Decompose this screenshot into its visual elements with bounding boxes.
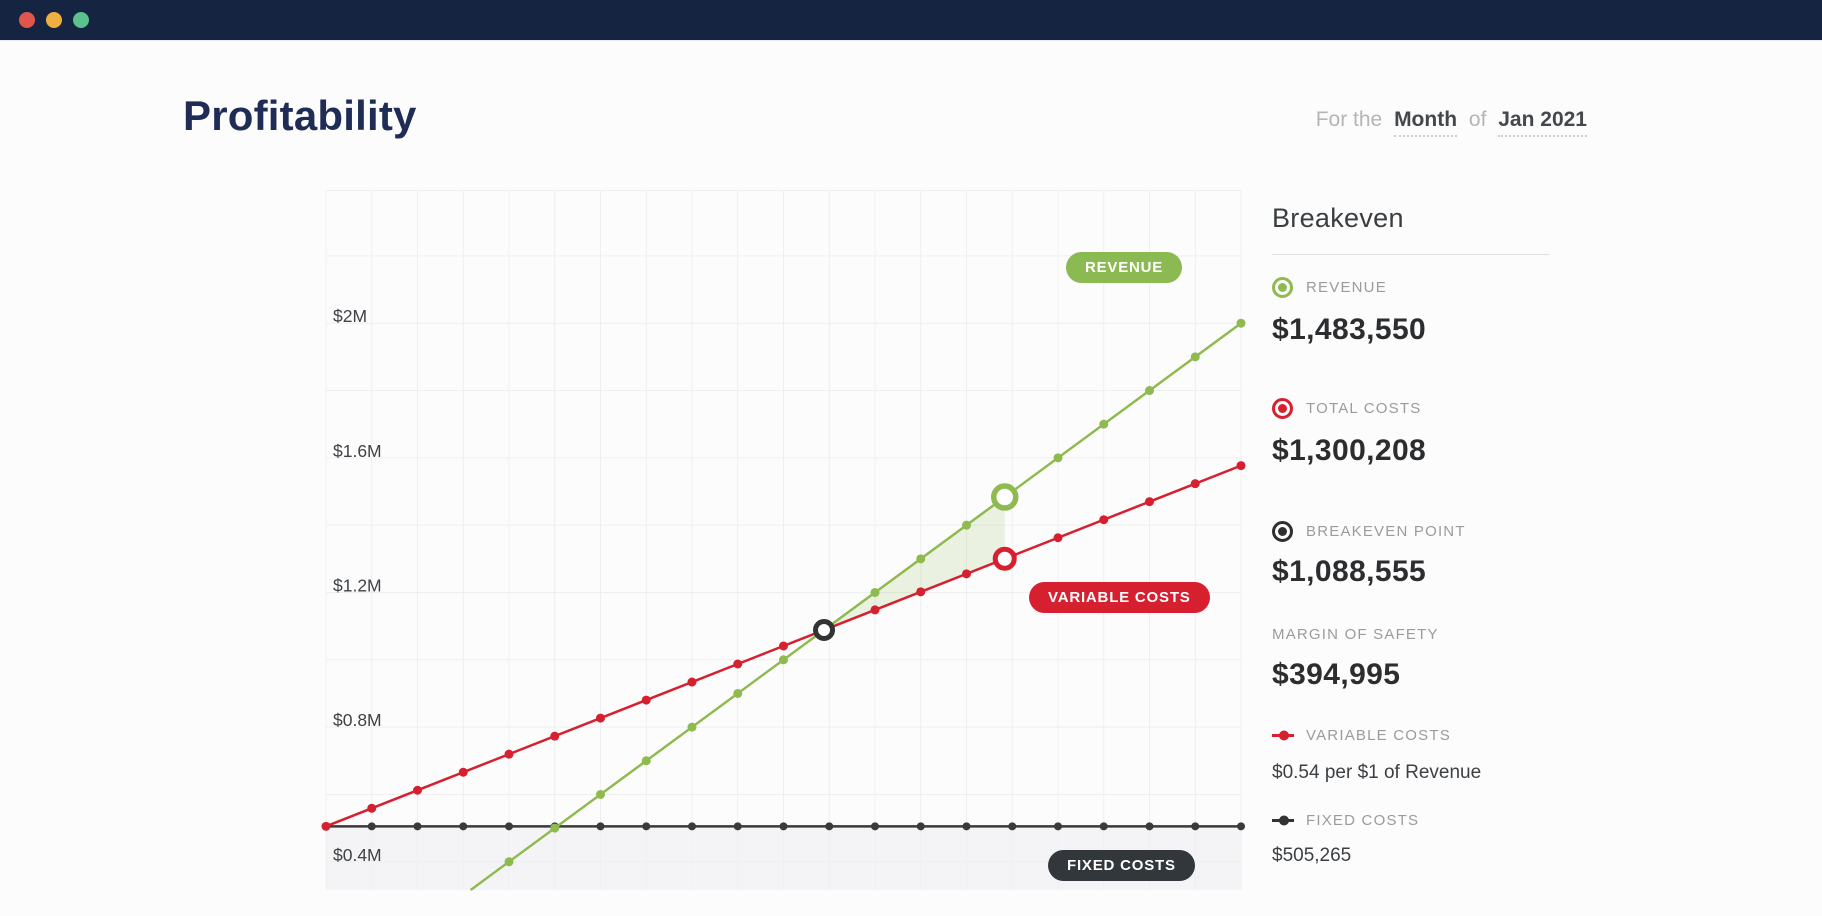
metric-label: MARGIN OF SAFETY — [1272, 626, 1439, 643]
metric-fixed-costs: FIXED COSTS — [1272, 810, 1550, 831]
y-axis-tick-label: $0.4M — [333, 845, 382, 865]
margin-of-safety-value: $394,995 — [1272, 658, 1401, 691]
metric-label: TOTAL COSTS — [1306, 400, 1422, 417]
revenue-value: $1,483,550 — [1272, 313, 1427, 346]
metric-revenue: REVENUE — [1272, 277, 1550, 298]
period-type-dropdown[interactable]: Month — [1394, 108, 1458, 137]
sidebar-divider — [1272, 254, 1550, 255]
window-title-bar — [0, 0, 1822, 41]
y-axis-tick-label: $2M — [333, 306, 367, 326]
page-title: Profitability — [183, 92, 417, 139]
variable-costs-rate-value: $0.54 per $1 of Revenue — [1272, 762, 1482, 783]
metric-variable-costs: VARIABLE COSTS — [1272, 725, 1550, 746]
period-connector-label: of — [1468, 108, 1487, 131]
metric-margin-of-safety: MARGIN OF SAFETY — [1272, 624, 1550, 645]
period-prefix-label: For the — [1315, 108, 1383, 131]
y-axis-tick-label: $0.8M — [333, 710, 382, 730]
metric-breakeven-point: BREAKEVEN POINT — [1272, 521, 1550, 542]
y-axis-tick-label: $1.2M — [333, 575, 382, 595]
period-value-dropdown[interactable]: Jan 2021 — [1498, 108, 1587, 137]
costs-dot-icon — [1272, 398, 1294, 419]
breakeven-point-marker — [813, 618, 836, 641]
line-dot-icon — [1272, 810, 1294, 831]
breakeven-chart: $2M $1.6M $1.2M $0.8M $0.4M — [321, 190, 1246, 892]
zoom-circle-icon[interactable] — [73, 12, 89, 28]
metric-label: VARIABLE COSTS — [1306, 727, 1451, 744]
current-revenue-marker — [990, 483, 1019, 511]
revenue-dot-icon — [1272, 277, 1294, 298]
fixed-costs-line-label-pill: FIXED COSTS — [1048, 850, 1195, 881]
period-selector: For the Month of Jan 2021 — [1315, 108, 1593, 137]
line-dot-icon — [1272, 725, 1294, 746]
breakeven-point-value: $1,088,555 — [1272, 555, 1427, 588]
y-axis-tick-label: $1.6M — [333, 441, 382, 461]
fixed-costs-value: $505,265 — [1272, 845, 1352, 866]
variable-costs-line-label-pill: VARIABLE COSTS — [1029, 582, 1210, 613]
sidebar-title: Breakeven — [1272, 203, 1404, 233]
revenue-line-label-pill: REVENUE — [1066, 252, 1183, 283]
minimize-circle-icon[interactable] — [46, 12, 62, 28]
metric-total-costs: TOTAL COSTS — [1272, 398, 1550, 419]
total-costs-value: $1,300,208 — [1272, 434, 1427, 467]
breakeven-chart-canvas: $2M $1.6M $1.2M $0.8M $0.4M — [321, 190, 1246, 892]
breakeven-sidebar: Breakeven REVENUE $1,483,550 TOTAL COSTS… — [1272, 203, 1550, 869]
breakeven-dot-icon — [1272, 521, 1294, 542]
close-circle-icon[interactable] — [19, 12, 35, 28]
current-total-costs-marker — [992, 546, 1017, 571]
metric-label: BREAKEVEN POINT — [1306, 523, 1466, 540]
metric-label: FIXED COSTS — [1306, 812, 1420, 829]
metric-label: REVENUE — [1306, 279, 1387, 296]
